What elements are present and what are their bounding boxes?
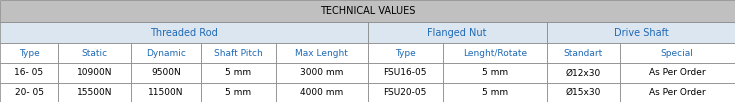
Text: Ø15x30: Ø15x30 bbox=[566, 88, 601, 97]
Bar bbox=[620, 43, 735, 63]
Text: Static: Static bbox=[82, 49, 107, 58]
Bar bbox=[620, 83, 735, 102]
Bar bbox=[547, 83, 620, 102]
Bar bbox=[368, 43, 442, 63]
Text: 3000 mm: 3000 mm bbox=[300, 68, 343, 77]
Text: Drive Shaft: Drive Shaft bbox=[614, 28, 668, 38]
Bar bbox=[131, 43, 201, 63]
Text: Flanged Nut: Flanged Nut bbox=[428, 28, 487, 38]
Text: 15500N: 15500N bbox=[76, 88, 112, 97]
Bar bbox=[58, 63, 131, 83]
Text: Threaded Rod: Threaded Rod bbox=[150, 28, 218, 38]
Text: 16- 05: 16- 05 bbox=[15, 68, 43, 77]
Text: As Per Order: As Per Order bbox=[649, 68, 706, 77]
Bar bbox=[368, 22, 547, 43]
Bar bbox=[547, 43, 620, 63]
Text: As Per Order: As Per Order bbox=[649, 88, 706, 97]
Bar bbox=[0, 0, 735, 22]
Text: 10900N: 10900N bbox=[76, 68, 112, 77]
Text: 5 mm: 5 mm bbox=[226, 68, 251, 77]
Bar bbox=[201, 83, 276, 102]
Text: Type: Type bbox=[395, 49, 415, 58]
Text: Standart: Standart bbox=[564, 49, 603, 58]
Text: 11500N: 11500N bbox=[148, 88, 184, 97]
Bar bbox=[0, 22, 368, 43]
Text: Special: Special bbox=[661, 49, 694, 58]
Text: FSU16-05: FSU16-05 bbox=[384, 68, 427, 77]
Text: 4000 mm: 4000 mm bbox=[300, 88, 343, 97]
Bar bbox=[58, 83, 131, 102]
Bar bbox=[0, 83, 58, 102]
Bar bbox=[0, 43, 58, 63]
Bar bbox=[276, 83, 368, 102]
Text: 5 mm: 5 mm bbox=[226, 88, 251, 97]
Bar bbox=[442, 83, 547, 102]
Text: Shaft Pitch: Shaft Pitch bbox=[214, 49, 263, 58]
Text: Lenght/Rotate: Lenght/Rotate bbox=[463, 49, 527, 58]
Bar bbox=[442, 43, 547, 63]
Bar bbox=[368, 63, 442, 83]
Text: Dynamic: Dynamic bbox=[146, 49, 186, 58]
Text: 5 mm: 5 mm bbox=[481, 88, 508, 97]
Bar bbox=[201, 63, 276, 83]
Bar bbox=[368, 83, 442, 102]
Bar bbox=[547, 22, 735, 43]
Bar bbox=[131, 83, 201, 102]
Bar bbox=[0, 63, 58, 83]
Bar bbox=[442, 63, 547, 83]
Bar bbox=[58, 43, 131, 63]
Text: 20- 05: 20- 05 bbox=[15, 88, 43, 97]
Bar bbox=[547, 63, 620, 83]
Bar bbox=[131, 63, 201, 83]
Text: TECHNICAL VALUES: TECHNICAL VALUES bbox=[320, 6, 415, 16]
Bar bbox=[276, 63, 368, 83]
Bar bbox=[620, 63, 735, 83]
Text: Ø12x30: Ø12x30 bbox=[566, 68, 601, 77]
Text: 5 mm: 5 mm bbox=[481, 68, 508, 77]
Text: Type: Type bbox=[18, 49, 40, 58]
Text: Max Lenght: Max Lenght bbox=[295, 49, 348, 58]
Text: 9500N: 9500N bbox=[151, 68, 181, 77]
Text: FSU20-05: FSU20-05 bbox=[384, 88, 427, 97]
Bar bbox=[276, 43, 368, 63]
Bar bbox=[201, 43, 276, 63]
